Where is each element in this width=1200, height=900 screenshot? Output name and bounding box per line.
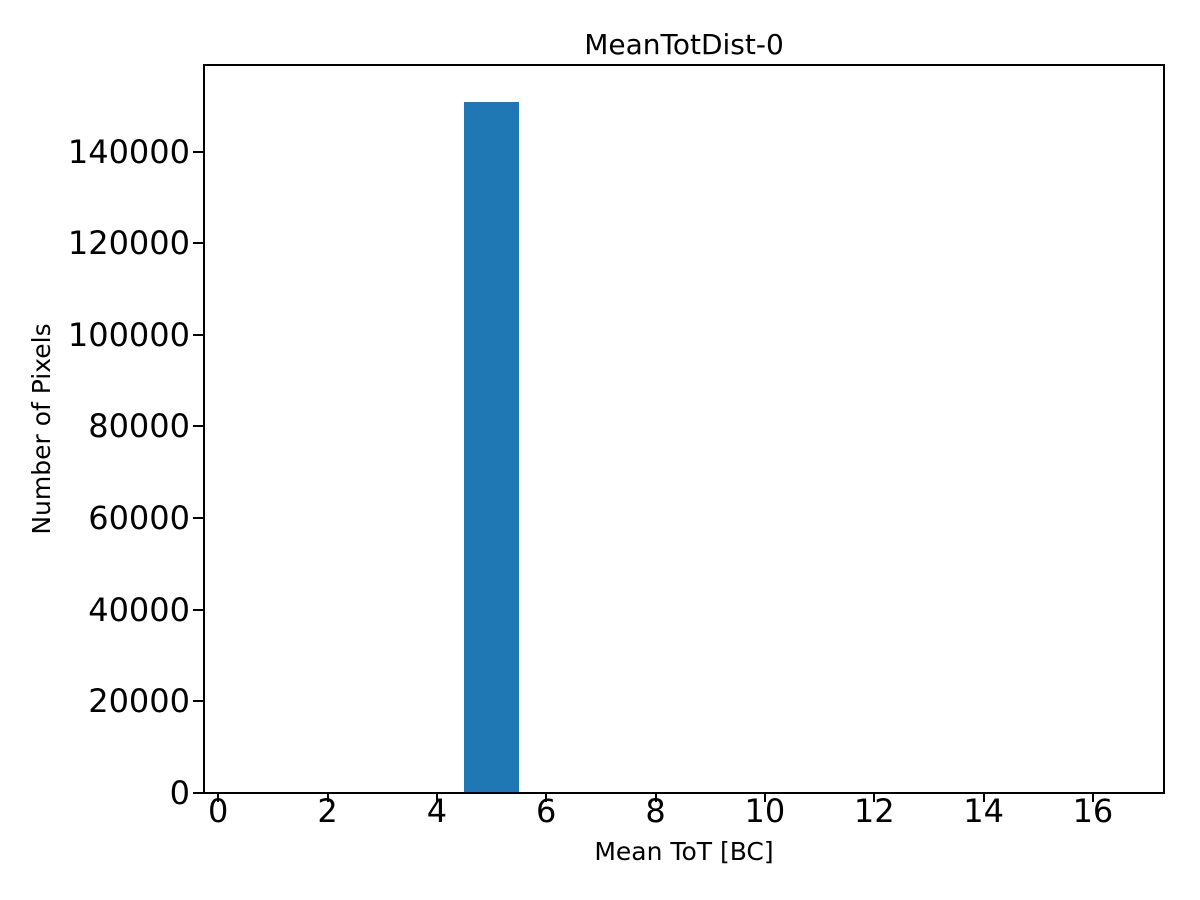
y-tick-label: 20000 <box>88 682 190 721</box>
y-tick-label: 100000 <box>67 315 190 354</box>
y-tick-mark <box>193 425 203 428</box>
x-tick-label: 10 <box>744 792 786 830</box>
y-tick-mark <box>193 333 203 336</box>
y-tick-label: 140000 <box>67 132 190 171</box>
histogram-bar <box>464 101 519 792</box>
x-tick-label: 4 <box>426 792 448 830</box>
x-tick-label: 6 <box>536 792 557 830</box>
y-tick-mark <box>193 517 203 520</box>
y-tick-label: 80000 <box>88 407 190 446</box>
x-tick-label: 14 <box>963 792 1004 830</box>
x-axis-label: Mean ToT [BC] <box>594 837 774 866</box>
x-tick-label: 2 <box>317 792 338 830</box>
x-tick-label: 16 <box>1072 792 1114 830</box>
y-tick-mark <box>193 792 203 794</box>
y-tick-label: 60000 <box>88 499 190 538</box>
y-tick-label: 0 <box>169 774 190 812</box>
y-tick-mark <box>193 700 203 703</box>
y-tick-mark <box>193 242 203 245</box>
x-tick-label: 12 <box>853 792 895 830</box>
x-tick-mark <box>545 793 548 802</box>
x-tick-mark <box>1091 793 1094 802</box>
x-tick-mark <box>217 793 220 802</box>
y-tick-label: 120000 <box>67 224 190 263</box>
y-tick-label: 40000 <box>88 590 190 629</box>
x-tick-mark <box>435 793 438 802</box>
x-tick-mark <box>763 793 766 802</box>
x-tick-label: 8 <box>645 792 666 830</box>
y-tick-mark <box>193 608 203 611</box>
chart-title: MeanTotDist-0 <box>584 28 784 61</box>
x-tick-mark <box>982 793 985 802</box>
y-tick-mark <box>193 150 203 153</box>
x-tick-mark <box>654 793 657 802</box>
x-tick-label: 0 <box>208 792 229 830</box>
x-tick-mark <box>873 793 876 802</box>
x-tick-mark <box>326 793 329 802</box>
